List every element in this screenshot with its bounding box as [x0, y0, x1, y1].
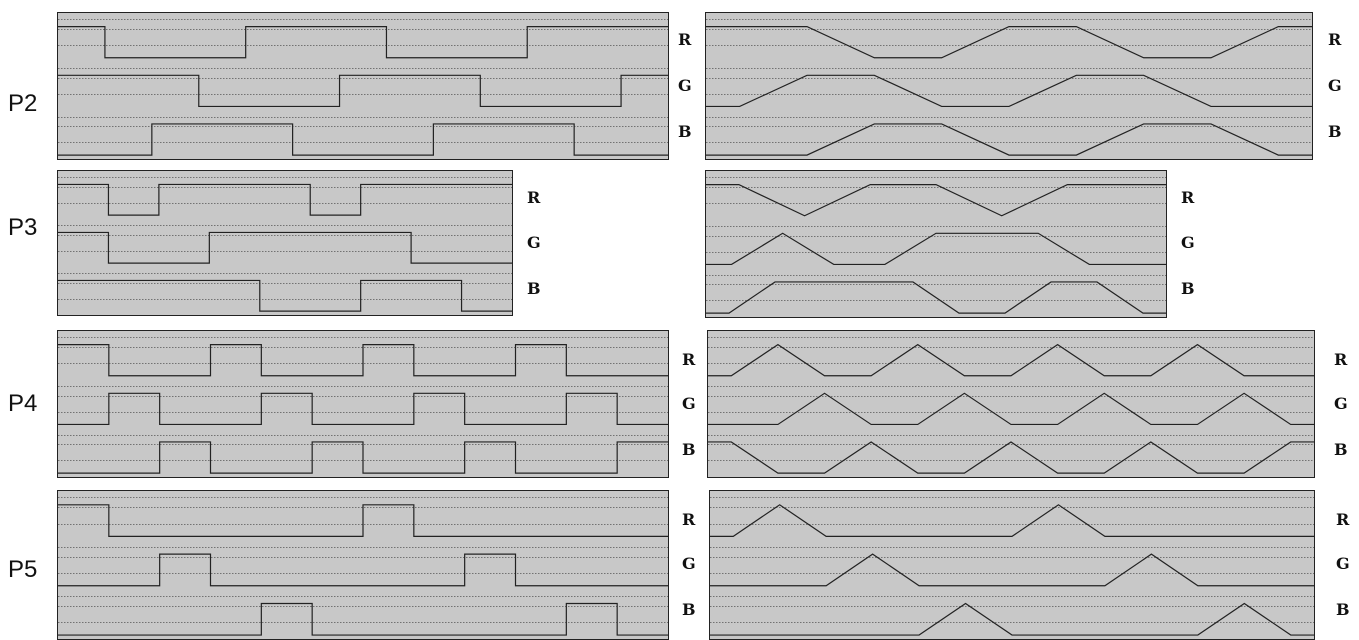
p2-square-label-r: R [678, 30, 692, 49]
p2-triangle-wave-g [706, 74, 1312, 108]
p4-triangle-wave-r [708, 343, 1314, 377]
p2-triangle-label-r: R [1328, 30, 1342, 49]
p4-square-label-r: R [682, 350, 696, 369]
p3-triangle-wave-g [706, 232, 1166, 266]
p5-triangle-label-b: B [1336, 600, 1350, 619]
p2-triangle-wave-panel-svg [706, 19, 1312, 156]
p3-square-wave-g [58, 231, 512, 264]
p5-square-wave-g [58, 553, 668, 587]
p2-square-label-g: G [678, 76, 692, 95]
p4-triangle-wave-g [708, 392, 1314, 426]
p5-square-wave-r [58, 504, 668, 537]
p5-triangle-wave-panel-svg [710, 497, 1314, 636]
p3-triangle-label-r: R [1181, 188, 1195, 207]
p5-triangle-wave-b [710, 602, 1314, 636]
p5-square-label-b: B [682, 600, 696, 619]
row-label-p4: P4 [8, 390, 38, 417]
p4-triangle-wave-panel-svg [708, 337, 1314, 474]
p2-square-wave-r [58, 26, 668, 59]
p5-triangle-label-g: G [1336, 554, 1350, 573]
p2-square-wave-g [58, 74, 668, 108]
p5-square-wave-b [58, 602, 668, 636]
row-label-p5: P5 [8, 556, 38, 583]
p3-triangle-label-b: B [1181, 279, 1195, 298]
p2-triangle-wave-r [706, 26, 1312, 59]
p3-square-label-r: R [527, 188, 541, 207]
p5-triangle-wave-g [710, 553, 1314, 587]
p3-square-wave-panel-svg [58, 177, 512, 312]
p2-triangle-label-b: B [1328, 122, 1342, 141]
p4-triangle-label-r: R [1334, 350, 1348, 369]
p2-triangle-wave-panel [705, 12, 1313, 160]
row-label-p3: P3 [8, 214, 38, 241]
p5-triangle-wave-panel [709, 490, 1315, 640]
row-label-p2: P2 [8, 90, 38, 117]
p2-square-wave-b [58, 123, 668, 156]
p5-triangle-wave-r [710, 504, 1314, 537]
p4-triangle-wave-panel [707, 330, 1315, 478]
p2-square-wave-panel [57, 12, 669, 160]
p4-triangle-label-g: G [1334, 394, 1348, 413]
p3-square-wave-b [58, 279, 512, 312]
p2-triangle-label-g: G [1328, 76, 1342, 95]
p5-square-wave-panel [57, 490, 669, 640]
p4-square-label-b: B [682, 440, 696, 459]
p3-triangle-wave-r [706, 184, 1166, 217]
p5-square-label-r: R [682, 510, 696, 529]
p4-square-wave-panel [57, 330, 669, 478]
p2-square-wave-panel-svg [58, 19, 668, 156]
p4-triangle-label-b: B [1334, 440, 1348, 459]
p2-square-label-b: B [678, 122, 692, 141]
p3-triangle-label-g: G [1181, 233, 1195, 252]
p3-triangle-wave-panel-svg [706, 177, 1166, 314]
p5-square-wave-panel-svg [58, 497, 668, 636]
p5-square-label-g: G [682, 554, 696, 573]
p4-square-wave-g [58, 392, 668, 426]
p5-triangle-label-r: R [1336, 510, 1350, 529]
p4-triangle-wave-b [708, 441, 1314, 474]
p4-square-wave-panel-svg [58, 337, 668, 474]
p3-square-wave-r [58, 183, 512, 216]
p4-square-wave-r [58, 344, 668, 377]
p4-square-label-g: G [682, 394, 696, 413]
p3-square-label-b: B [527, 279, 541, 298]
p4-square-wave-b [58, 441, 668, 474]
p3-square-label-g: G [527, 233, 541, 252]
p2-triangle-wave-b [706, 123, 1312, 156]
p3-triangle-wave-panel [705, 170, 1167, 318]
p3-square-wave-panel [57, 170, 513, 316]
p3-triangle-wave-b [706, 281, 1166, 314]
